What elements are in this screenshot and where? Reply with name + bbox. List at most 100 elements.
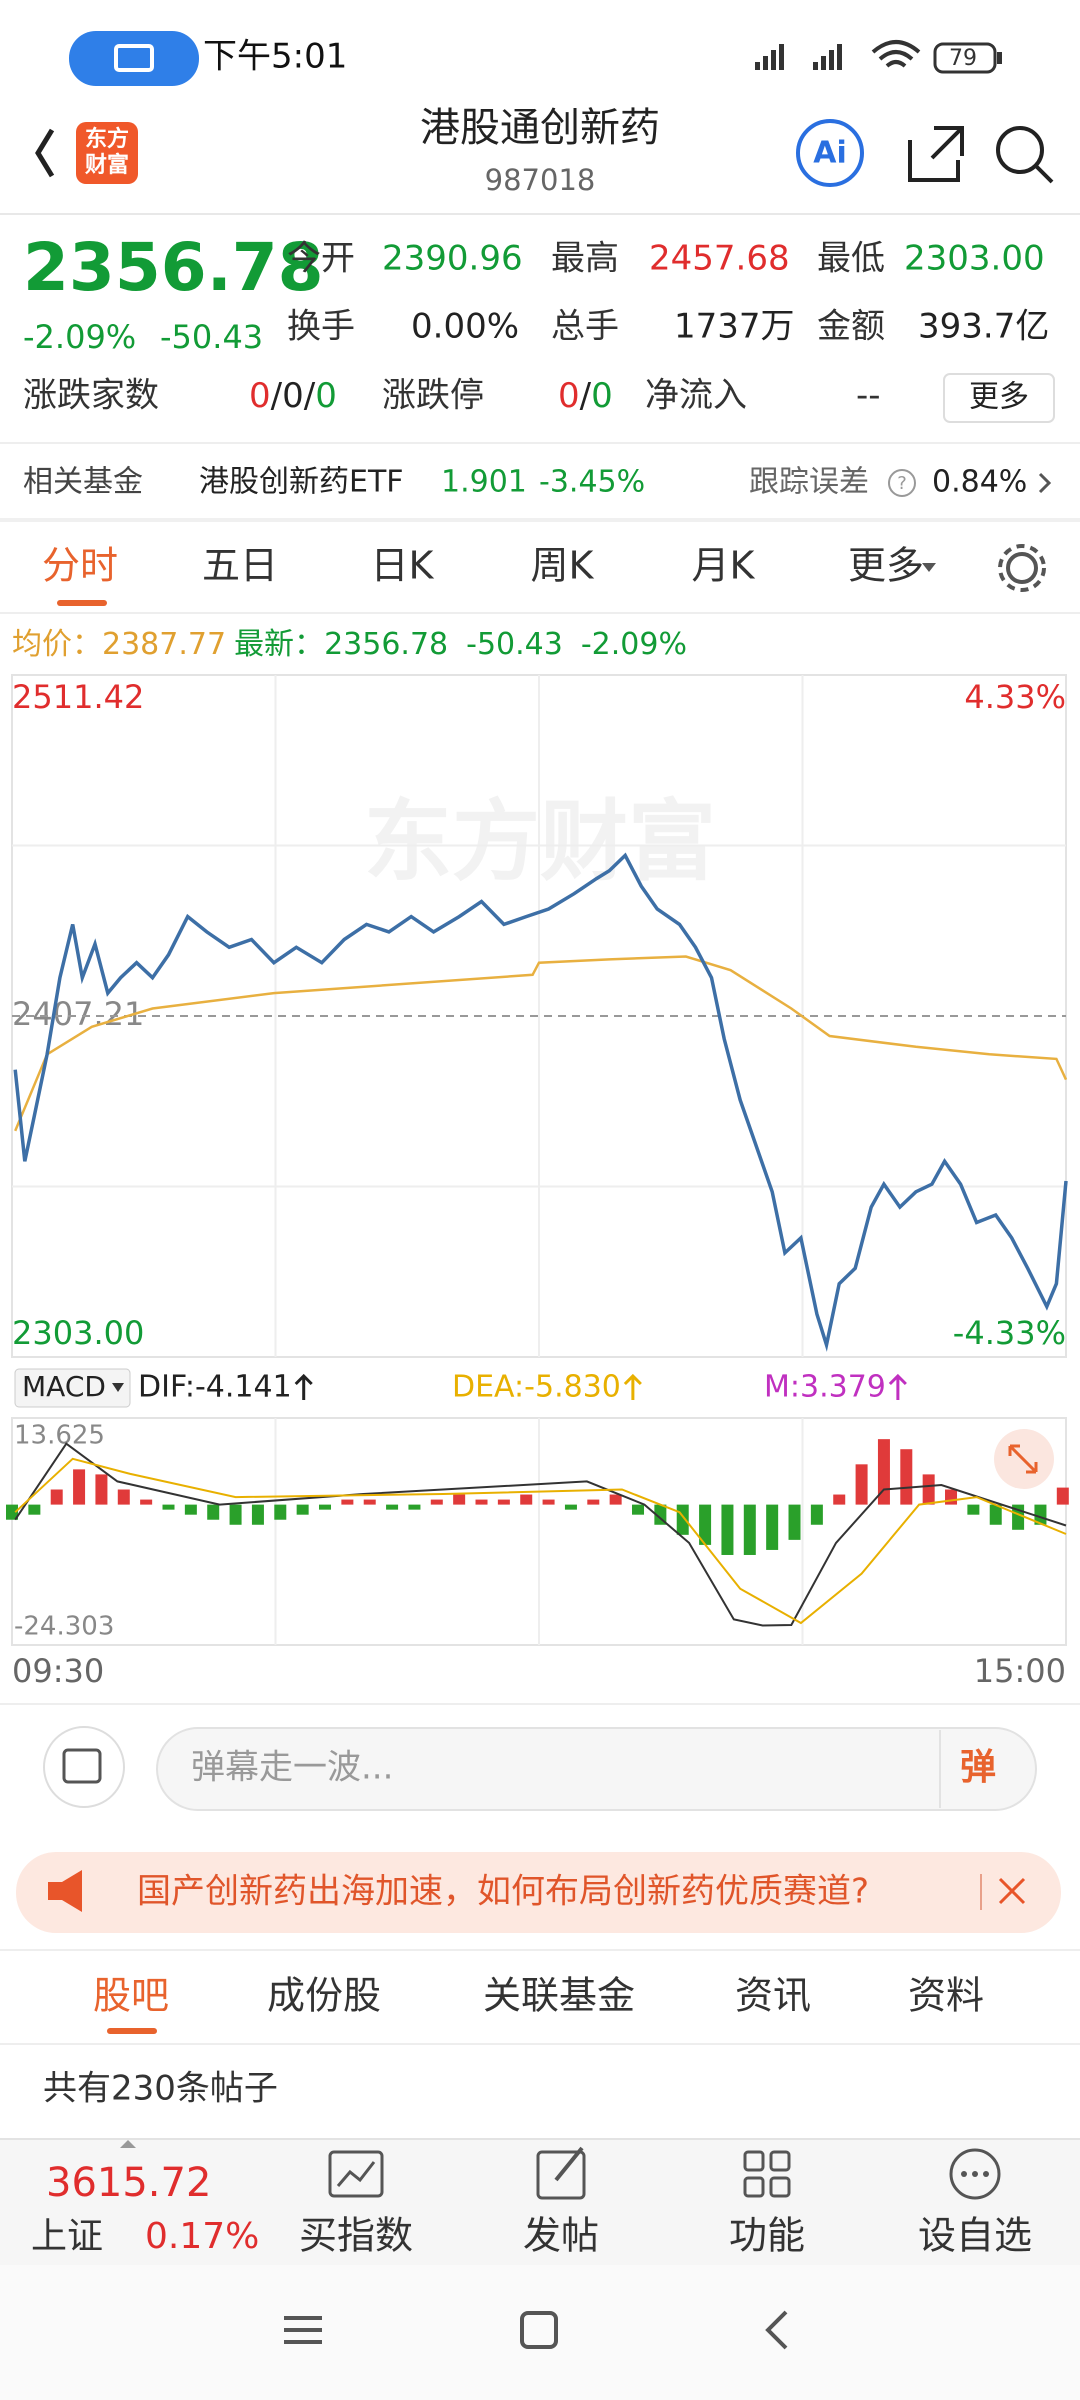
danmaku-settings[interactable] xyxy=(43,1726,125,1808)
dropdown-arrow xyxy=(922,563,936,572)
chart-tab[interactable]: 周K xyxy=(531,544,595,588)
macd-bar xyxy=(430,1499,443,1505)
text-part: 0 xyxy=(591,376,613,416)
macd-legend: M:3.379 xyxy=(764,1370,886,1405)
text-part: 0 xyxy=(282,376,304,416)
macd-legend: DEA:-5.830 xyxy=(452,1370,621,1405)
price-legend: 均价：2387.77 最新：2356.78 -50.43 -2.09% xyxy=(12,627,687,662)
watchlist-icon[interactable] xyxy=(949,2148,1001,2200)
settings-teeth xyxy=(998,544,1046,592)
macd-bar xyxy=(453,1494,466,1505)
post-icon[interactable] xyxy=(536,2150,586,2200)
change-percent: -2.09% xyxy=(23,318,136,356)
help-mark: ? xyxy=(897,473,907,494)
macd-legend: DIF:-4.141 xyxy=(138,1370,292,1405)
macd-bar xyxy=(743,1504,756,1555)
macd-bar xyxy=(877,1439,890,1505)
more-button[interactable] xyxy=(943,373,1055,423)
macd-bar xyxy=(274,1504,287,1520)
text-part: / xyxy=(271,376,283,416)
limit-count: 0/0 xyxy=(558,376,613,416)
chart-tab[interactable]: 更多 xyxy=(848,544,924,588)
danmaku-icon xyxy=(62,1748,102,1784)
macd-bar xyxy=(587,1499,600,1505)
chart-tab[interactable]: 日K xyxy=(371,544,435,588)
section-tab[interactable]: 资讯 xyxy=(735,1974,811,2018)
bottom-button[interactable]: 设自选 xyxy=(918,2214,1032,2258)
macd-selector[interactable] xyxy=(14,1368,131,1408)
x-tick-label: 09:30 xyxy=(12,1652,104,1690)
macd-bar xyxy=(810,1504,823,1525)
macd-bar xyxy=(676,1504,689,1535)
logo-text: 东方 xyxy=(85,126,129,152)
macd-bar xyxy=(900,1449,913,1505)
buy-index-icon[interactable] xyxy=(328,2150,384,2198)
up-arrow xyxy=(623,1373,642,1400)
nav-back[interactable] xyxy=(765,2310,788,2350)
bottom-button[interactable]: 买指数 xyxy=(299,2214,413,2258)
price-line xyxy=(14,955,1068,1132)
macd-bar xyxy=(162,1504,175,1510)
fund-arrow[interactable] xyxy=(1038,472,1052,494)
share-button[interactable] xyxy=(908,126,964,182)
macd-bar xyxy=(609,1494,622,1505)
field-label: 最低 xyxy=(817,239,885,279)
macd-bar xyxy=(766,1504,779,1550)
macd-line xyxy=(14,1457,1067,1625)
chart-tab[interactable]: 五日 xyxy=(202,544,278,588)
help-icon[interactable] xyxy=(888,469,916,497)
search-handle xyxy=(1034,164,1054,184)
field-value: 0.00% xyxy=(411,307,519,347)
battery-icon xyxy=(933,42,997,74)
section-tab[interactable]: 成份股 xyxy=(267,1974,381,2018)
text-part: 2356.78 xyxy=(324,627,448,662)
danmaku-button: 弹 xyxy=(960,1747,996,1788)
page-title: 港股通创新药 xyxy=(420,105,660,151)
banner-text: 国产创新药出海加速，如何布局创新药优质赛道? xyxy=(137,1872,869,1912)
macd-bar xyxy=(117,1489,130,1505)
macd-bar xyxy=(520,1494,533,1505)
macd-bar xyxy=(922,1474,935,1505)
comment-placeholder: 弹幕走一波... xyxy=(191,1748,393,1788)
function-icon[interactable] xyxy=(743,2150,791,2198)
section-tab[interactable]: 资料 xyxy=(908,1974,984,2018)
comment-input[interactable] xyxy=(156,1727,1037,1811)
y-tick-label: 2303.00 xyxy=(12,1314,144,1352)
macd-bar xyxy=(699,1504,712,1545)
macd-bar xyxy=(632,1504,645,1515)
macd-bar xyxy=(251,1504,264,1525)
search-button[interactable] xyxy=(996,126,1044,174)
field-label: 涨跌家数 xyxy=(23,376,159,416)
field-value: 2303.00 xyxy=(904,239,1045,279)
bottom-button[interactable]: 功能 xyxy=(729,2214,805,2258)
index-name: 上证 xyxy=(31,2216,103,2257)
settings-button[interactable] xyxy=(1006,552,1038,584)
y-tick-label: 13.625 xyxy=(14,1421,105,1451)
close-banner[interactable] xyxy=(998,1877,1026,1905)
up-arrow xyxy=(294,1373,313,1400)
ai-button[interactable] xyxy=(796,119,864,187)
section-tab[interactable]: 关联基金 xyxy=(483,1974,635,2018)
text-part: 0 xyxy=(249,376,271,416)
chart-tab[interactable]: 分时 xyxy=(42,544,118,588)
app-logo xyxy=(76,122,138,184)
nav-home[interactable] xyxy=(520,2311,558,2349)
macd-bar xyxy=(1056,1487,1069,1505)
section-tab[interactable]: 股吧 xyxy=(93,1974,169,2018)
macd-bar xyxy=(341,1499,354,1505)
macd-bar xyxy=(989,1504,1002,1525)
bottom-button[interactable]: 发帖 xyxy=(523,2214,599,2258)
news-banner[interactable] xyxy=(16,1852,1061,1933)
bottom-bar xyxy=(0,2139,1080,2265)
battery-tip xyxy=(997,52,1002,64)
chart-tab[interactable]: 月K xyxy=(692,544,756,588)
back-button[interactable] xyxy=(35,128,55,178)
macd-bar xyxy=(73,1469,86,1505)
macd-line xyxy=(14,1442,1067,1627)
text-part: 均价： xyxy=(12,627,102,662)
expand-arrow[interactable] xyxy=(120,2140,136,2148)
field-value: 393.7亿 xyxy=(918,307,1049,347)
tab-underline xyxy=(57,600,107,606)
nav-menu[interactable] xyxy=(284,2316,322,2344)
